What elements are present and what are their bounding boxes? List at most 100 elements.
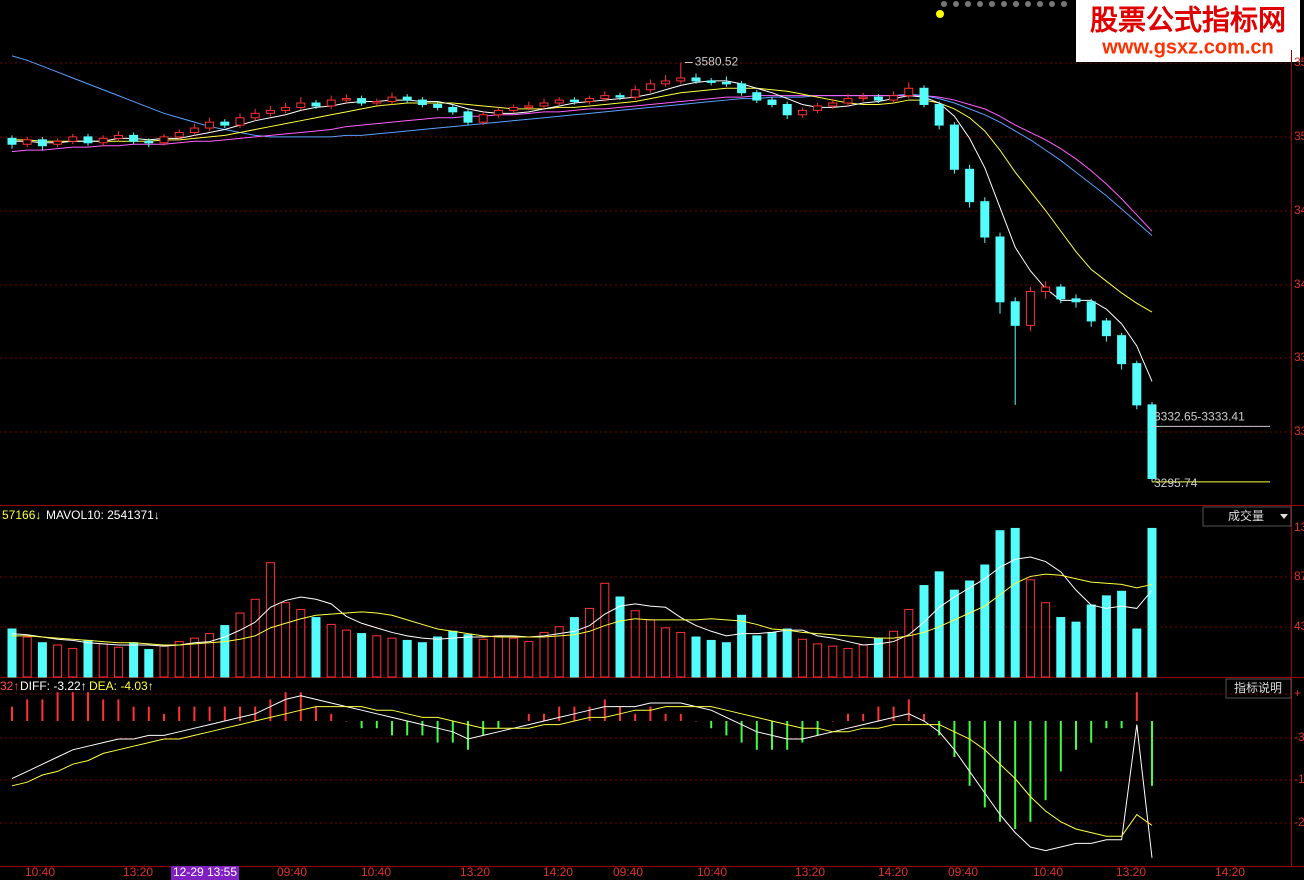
macd-bar <box>147 706 150 721</box>
macd-button[interactable] <box>1225 678 1292 699</box>
candle-body <box>813 105 823 111</box>
volume-bar <box>782 628 792 678</box>
volume-bar <box>372 635 382 678</box>
vol-button-label[interactable]: 成交量 <box>1228 508 1264 523</box>
macd-bar <box>877 706 880 721</box>
macd-bar <box>299 692 302 721</box>
candle-body <box>235 117 245 126</box>
candle-body <box>205 121 215 129</box>
volume-bar <box>144 649 154 678</box>
macd-bar <box>87 692 89 721</box>
candle-body <box>372 101 382 104</box>
mavol-line <box>11 556 1153 647</box>
volume-bar <box>478 638 488 678</box>
volume-bar <box>843 647 853 678</box>
vol-button[interactable] <box>1202 506 1292 527</box>
candle-body <box>676 77 686 82</box>
macd-bar <box>132 706 135 721</box>
macd-bar <box>634 713 637 721</box>
macd-bar <box>923 713 925 721</box>
volume-bar <box>1041 602 1051 678</box>
macd-axis-label: -3 <box>1294 730 1304 744</box>
candle-body <box>113 134 123 139</box>
candle-body <box>22 139 32 145</box>
macd-bar <box>679 713 682 721</box>
macd-axis-label: -2 <box>1294 815 1304 829</box>
candle-body <box>326 99 336 107</box>
macd-axis-label: -1 <box>1294 772 1304 786</box>
candle-body <box>828 102 838 107</box>
candle-body <box>37 139 47 147</box>
volume-bar <box>828 645 838 678</box>
macd-bar <box>330 713 333 721</box>
macd-bar <box>968 721 971 786</box>
volume-bar <box>1086 604 1096 678</box>
candle-body <box>661 80 671 85</box>
candle-body <box>281 106 291 111</box>
volume-bar <box>949 589 959 678</box>
macd-button-label[interactable]: 指标说明 <box>1234 680 1282 695</box>
x-tick-label: 09:40 <box>948 865 978 879</box>
macd-header: 32↑ <box>0 679 19 693</box>
volume-bar <box>813 643 823 678</box>
dropdown-arrow[interactable] <box>1280 514 1288 519</box>
macd-bar <box>847 713 849 721</box>
volume-bar <box>569 617 579 678</box>
macd-bar <box>375 721 378 729</box>
candle-body <box>797 109 807 116</box>
candle-body <box>1071 298 1081 303</box>
candle-body <box>585 98 595 103</box>
vol-axis-label: 13 <box>1294 520 1304 534</box>
macd-bar <box>284 692 287 721</box>
volume-bar <box>235 612 245 678</box>
macd-bar <box>1075 721 1077 750</box>
macd-header: DEA: -4.03↑ <box>89 679 154 693</box>
x-tick-label: 10:40 <box>25 865 55 879</box>
volume-bar <box>1147 527 1157 678</box>
macd-bar <box>512 721 515 722</box>
macd-bar <box>223 706 226 721</box>
x-tick-label: 09:40 <box>613 865 643 879</box>
x-tick-label: 14:20 <box>543 865 573 879</box>
candle-body <box>493 109 503 116</box>
candle-body <box>402 96 412 101</box>
candle-body <box>554 99 564 104</box>
volume-bar <box>174 641 184 678</box>
annotation: 3580.52 <box>695 55 739 69</box>
macd-bar <box>391 721 393 736</box>
volume-bar <box>326 623 336 678</box>
volume-bar <box>463 634 473 678</box>
candle-body <box>782 103 792 116</box>
volume-bar <box>554 626 564 678</box>
x-tick-label: 10:40 <box>361 865 391 879</box>
volume-bar <box>113 646 123 678</box>
candle-body <box>995 236 1005 303</box>
volume-bar <box>706 639 716 678</box>
candle-body <box>721 81 731 85</box>
x-tick-label: 10:40 <box>1033 865 1063 879</box>
x-tick-label: 13:20 <box>123 865 153 879</box>
macd-bar <box>603 699 606 721</box>
volume-bar <box>539 631 549 678</box>
macd-bar <box>269 699 272 721</box>
macd-bar <box>1044 721 1047 801</box>
macd-bar <box>208 706 211 721</box>
candle-body <box>265 109 275 114</box>
ma-line <box>11 55 1153 236</box>
macd-bar <box>558 706 561 721</box>
macd-bar <box>801 721 804 743</box>
candle-body <box>68 136 78 142</box>
candle-body <box>752 92 762 101</box>
candle-body <box>843 98 853 104</box>
candle-body <box>1132 363 1142 406</box>
vol-header: 57166↓ <box>2 508 41 522</box>
vol-axis-label: 43 <box>1294 619 1304 633</box>
candle-body <box>250 112 260 119</box>
annotation: 3332.65-3333.41 <box>1154 410 1245 424</box>
candle-body <box>98 137 108 144</box>
candle-body <box>296 102 306 108</box>
macd-bar <box>71 692 74 721</box>
volume-bar <box>129 642 139 678</box>
